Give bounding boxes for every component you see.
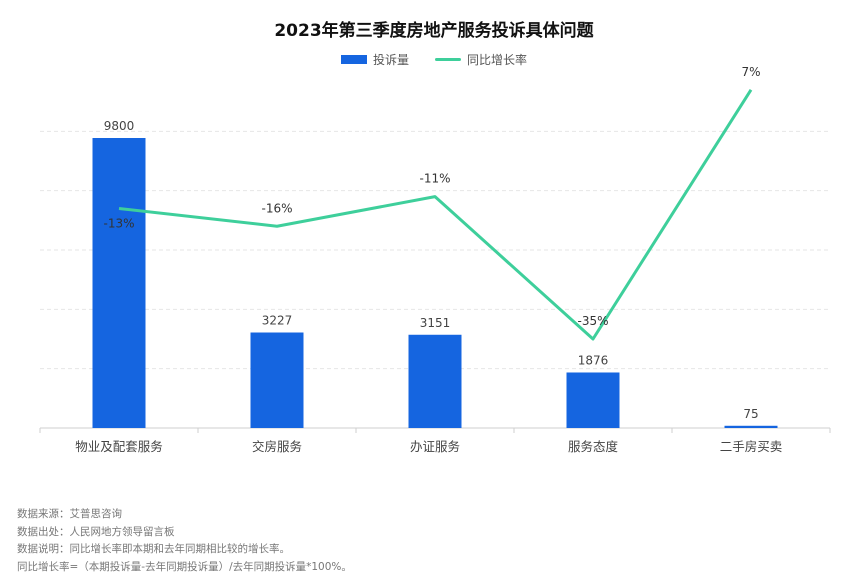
- category-label: 交房服务: [252, 439, 302, 454]
- note-formula: 同比增长率=（本期投诉量-去年同期投诉量）/去年同期投诉量*100%。: [17, 560, 352, 573]
- note-origin: 数据出处：人民网地方领导留言板: [17, 525, 175, 538]
- category-label: 办证服务: [410, 439, 460, 454]
- bar[interactable]: [92, 138, 146, 428]
- line-value-label: 7%: [741, 65, 760, 79]
- legend-item-complaints[interactable]: 投诉量: [340, 51, 409, 68]
- bar-value-label: 3151: [420, 316, 451, 330]
- chart-plot: 9800 物业及配套服务 3227 交房服务 3151 办证服务 1876 服务态度 75 二手房…: [39, 65, 831, 454]
- bar-value-label: 9800: [104, 119, 135, 133]
- bar[interactable]: [408, 334, 462, 428]
- bar[interactable]: [250, 332, 304, 428]
- chart-legend: 投诉量 同比增长率: [0, 51, 868, 68]
- chart-title: 2023年第三季度房地产服务投诉具体问题: [274, 21, 594, 41]
- footnotes: 数据来源：艾普思咨询 数据出处：人民网地方领导留言板 数据说明：同比增长率即本期…: [17, 506, 352, 576]
- bar-value-label: 3227: [262, 314, 293, 328]
- bar[interactable]: [566, 372, 620, 428]
- legend-label-growth-rate: 同比增长率: [467, 53, 528, 67]
- bar-value-label: 75: [743, 407, 758, 421]
- line-value-label: -35%: [577, 314, 608, 328]
- category-label: 物业及配套服务: [75, 439, 163, 454]
- legend-label-complaints: 投诉量: [372, 53, 409, 67]
- line-value-label: -13%: [103, 216, 134, 230]
- bar-value-label: 1876: [578, 353, 609, 367]
- note-explanation: 数据说明：同比增长率即本期和去年同期相比较的增长率。: [17, 543, 290, 555]
- bar[interactable]: [724, 425, 778, 428]
- line-value-label: -11%: [419, 172, 450, 186]
- line-value-label: -16%: [261, 201, 292, 215]
- note-source: 数据来源：艾普思咨询: [17, 508, 122, 520]
- legend-item-growth-rate[interactable]: 同比增长率: [435, 51, 527, 68]
- category-label: 二手房买卖: [720, 439, 783, 454]
- legend-line-swatch: [435, 58, 461, 61]
- growth-rate-line[interactable]: [118, 88, 753, 341]
- legend-bar-swatch: [340, 55, 367, 64]
- category-label: 服务态度: [568, 439, 619, 454]
